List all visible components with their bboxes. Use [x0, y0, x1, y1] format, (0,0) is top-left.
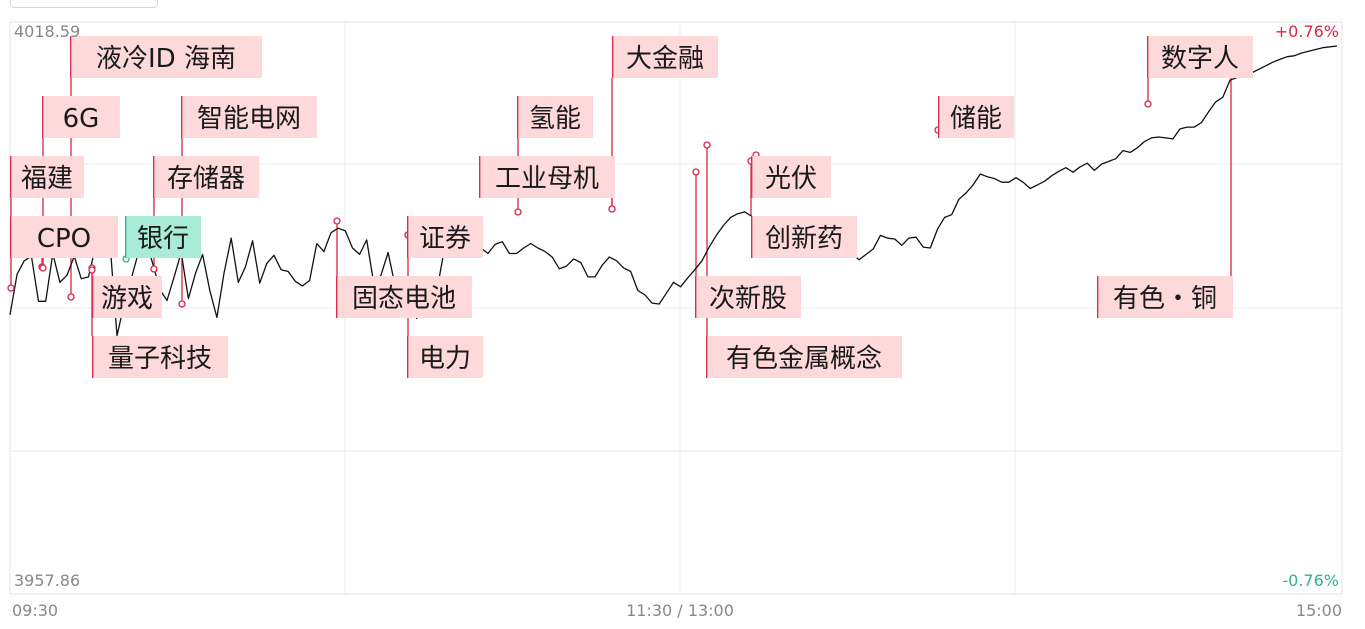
sector-tag: 有色・铜	[1097, 276, 1233, 318]
sector-tag: 固态电池	[336, 276, 472, 318]
sector-tag: 游戏	[92, 276, 162, 318]
tag-anchor-dot	[150, 265, 158, 273]
sector-tag-label: 量子科技	[108, 344, 212, 374]
sector-tag: CPO	[10, 216, 118, 258]
sector-tag-bg	[92, 336, 228, 378]
sector-tag: 电力	[407, 336, 483, 378]
sector-tag-bg	[336, 276, 472, 318]
sector-tag-label: 银行	[137, 224, 189, 254]
sector-tag: 次新股	[695, 276, 801, 318]
sector-tag-bg	[10, 156, 84, 198]
sector-tag-label: 6G	[63, 104, 100, 134]
sector-tag-bg	[153, 156, 259, 198]
sector-tag: 大金融	[612, 36, 718, 78]
tag-anchor-dot	[7, 284, 15, 292]
sector-tag-bg	[92, 276, 162, 318]
y-max-label: 4018.59	[14, 22, 80, 41]
tag-anchor-dot	[703, 141, 711, 149]
sector-tag: 福建	[10, 156, 84, 198]
sector-tag-bg	[479, 156, 615, 198]
sector-tag-bg	[70, 36, 262, 78]
sector-tag-label: 电力	[419, 344, 471, 374]
tag-anchor-dot	[514, 208, 522, 216]
top-tab[interactable]	[10, 0, 158, 8]
sector-tag-label: 数字人	[1161, 44, 1239, 74]
sector-tag-bg	[695, 276, 801, 318]
pct-max-label: +0.76%	[1275, 22, 1339, 41]
sector-tag-bg	[938, 96, 1014, 138]
tag-anchor-dot	[67, 293, 75, 301]
sector-tag-bg	[407, 216, 483, 258]
sector-tag-label: 次新股	[709, 284, 787, 314]
tag-anchor-dot	[1144, 100, 1152, 108]
sector-tag-label: 储能	[950, 104, 1002, 134]
sector-tag-label: 工业母机	[495, 164, 599, 194]
sector-tag-label: 智能电网	[197, 104, 301, 134]
sector-tag: 数字人	[1147, 36, 1253, 78]
sector-tag: 创新药	[751, 216, 857, 258]
sector-tag: 工业母机	[479, 156, 615, 198]
sector-tag-bg	[1147, 36, 1253, 78]
sector-tag-bg	[751, 216, 857, 258]
sector-tag-label: 有色・铜	[1113, 284, 1217, 314]
sector-tag-bg	[42, 96, 120, 138]
pct-min-label: -0.76%	[1282, 571, 1339, 590]
sector-tag: 光伏	[751, 156, 831, 198]
sector-tag-label: 存储器	[167, 164, 245, 194]
sector-tag: 6G	[42, 96, 120, 138]
sector-tag-label: 固态电池	[352, 284, 456, 314]
sector-tag-label: 光伏	[765, 164, 817, 194]
tag-anchor-dot	[88, 266, 96, 274]
x-label-midday: 11:30 / 13:00	[626, 601, 734, 620]
sector-tag-bg	[706, 336, 902, 378]
sector-tag-bg	[612, 36, 718, 78]
sector-tag-bg	[407, 336, 483, 378]
sector-tag-bg	[10, 216, 118, 258]
sector-tag-label: CPO	[37, 224, 91, 254]
sector-tag: 储能	[938, 96, 1014, 138]
tag-anchor-dot	[39, 264, 47, 272]
sector-tag: 有色金属概念	[706, 336, 902, 378]
sector-tag-label: 有色金属概念	[726, 344, 882, 374]
sector-tag-label: 创新药	[765, 224, 843, 254]
sector-tag: 证券	[407, 216, 483, 258]
sector-tag-bg	[517, 96, 593, 138]
sector-tag-label: 大金融	[626, 44, 704, 74]
sector-tag-label: 液冷ID 海南	[96, 44, 236, 74]
price-line	[9, 45, 1338, 337]
sector-tag-bg	[751, 156, 831, 198]
sector-tag: 存储器	[153, 156, 259, 198]
sector-tag: 智能电网	[181, 96, 317, 138]
sector-tag-label: 氢能	[529, 104, 581, 134]
x-label-open: 09:30	[12, 601, 58, 620]
x-label-close: 15:00	[1296, 601, 1342, 620]
tag-anchor-dot	[333, 217, 341, 225]
sector-tag: 量子科技	[92, 336, 228, 378]
sector-tag-label: 福建	[21, 164, 73, 194]
sector-tag: 银行	[125, 216, 201, 258]
tag-anchor-dot	[692, 168, 700, 176]
sector-tag: 氢能	[517, 96, 593, 138]
sector-tag-bg	[125, 216, 201, 258]
sector-tag-bg	[181, 96, 317, 138]
sector-tag-bg	[1097, 276, 1233, 318]
y-min-label: 3957.86	[14, 571, 80, 590]
tag-anchor-dot	[178, 300, 186, 308]
sector-tag-label: 游戏	[101, 284, 153, 314]
tag-anchor-dot	[608, 205, 616, 213]
sector-tag-label: 证券	[419, 224, 471, 254]
sector-tag: 液冷ID 海南	[70, 36, 262, 78]
